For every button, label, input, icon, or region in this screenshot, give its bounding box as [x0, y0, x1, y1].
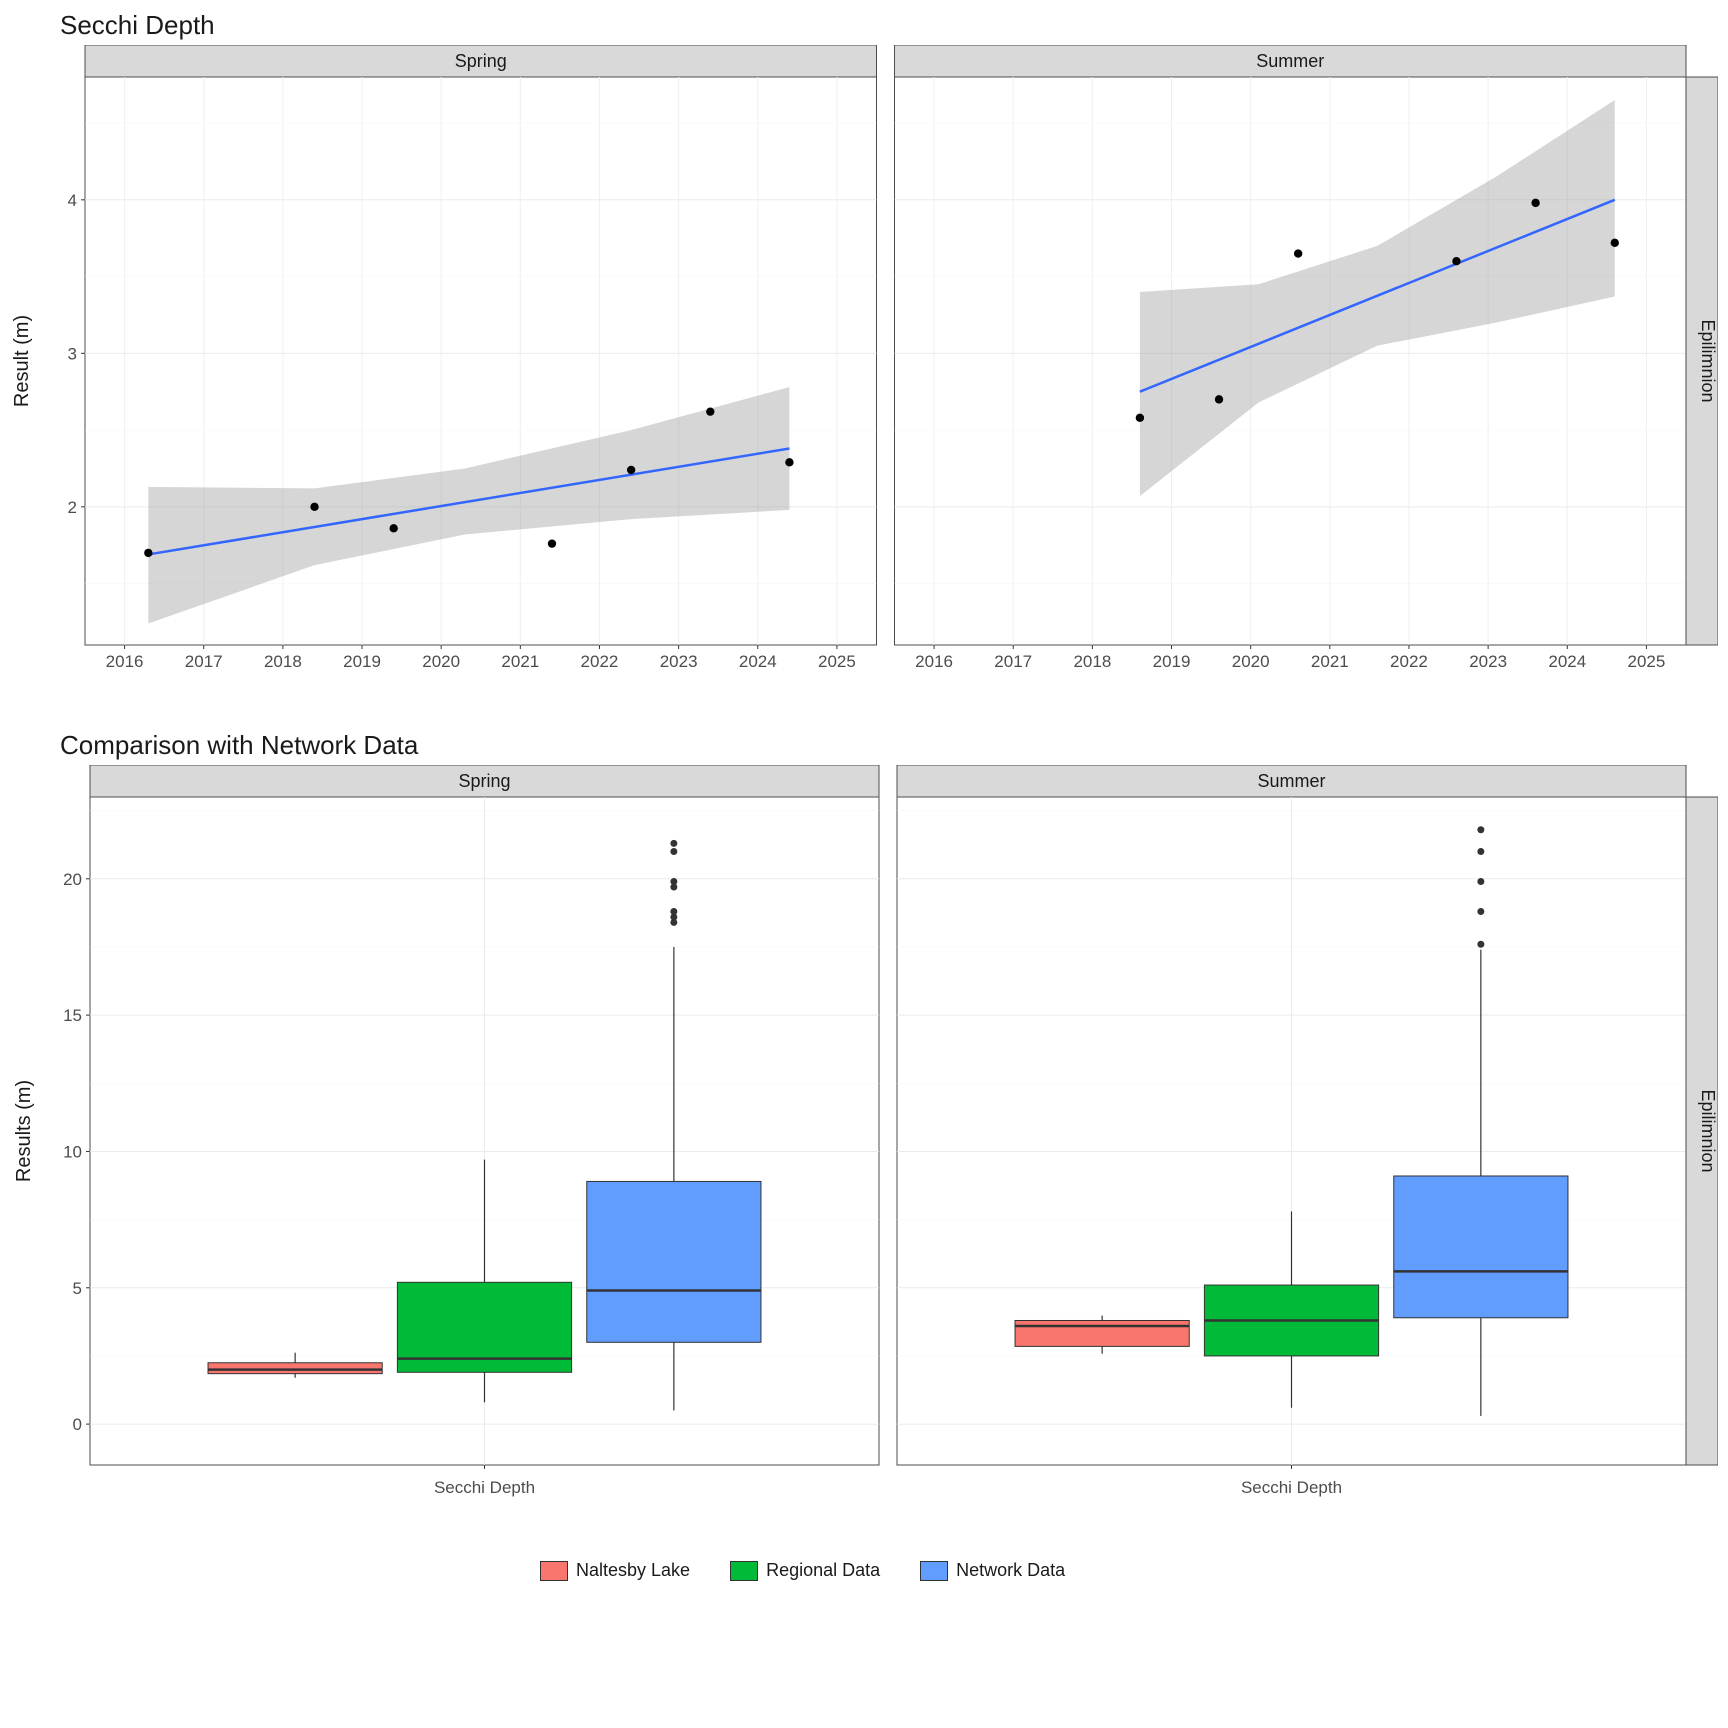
- legend-swatch: [920, 1561, 948, 1581]
- outlier-point: [1477, 878, 1484, 885]
- x-category-label: Secchi Depth: [1241, 1478, 1342, 1497]
- x-tick-label: 2016: [915, 652, 953, 671]
- legend-item-naltesby-lake: Naltesby Lake: [540, 1560, 690, 1581]
- x-tick-label: 2021: [501, 652, 539, 671]
- outlier-point: [1477, 941, 1484, 948]
- x-tick-label: 2019: [343, 652, 381, 671]
- x-tick-label: 2021: [1311, 652, 1349, 671]
- legend-swatch: [730, 1561, 758, 1581]
- y-axis-title: Result (m): [11, 315, 33, 407]
- x-tick-label: 2024: [1548, 652, 1586, 671]
- x-tick-label: 2020: [1232, 652, 1270, 671]
- bottom-chart-title: Comparison with Network Data: [60, 730, 418, 761]
- y-tick-label: 3: [68, 344, 77, 363]
- data-point: [1531, 199, 1539, 207]
- data-point: [1215, 395, 1223, 403]
- outlier-point: [1477, 848, 1484, 855]
- data-point: [310, 503, 318, 511]
- outlier-point: [670, 908, 677, 915]
- legend-item-regional-data: Regional Data: [730, 1560, 880, 1581]
- x-tick-label: 2018: [1073, 652, 1111, 671]
- box-naltesby-lake: [1015, 1320, 1189, 1346]
- x-tick-label: 2025: [818, 652, 856, 671]
- x-tick-label: 2020: [422, 652, 460, 671]
- y-tick-label: 4: [68, 191, 77, 210]
- x-tick-label: 2023: [660, 652, 698, 671]
- data-point: [1452, 257, 1460, 265]
- panel-header: Spring: [455, 51, 507, 71]
- top-chart: Result (m) 2 3 4 Spring 2016 2017 2018 2019 2020 2…: [10, 45, 1718, 690]
- data-point: [785, 458, 793, 466]
- outlier-point: [670, 840, 677, 847]
- outlier-point: [670, 848, 677, 855]
- data-point: [627, 466, 635, 474]
- panel-header: Summer: [1257, 771, 1325, 791]
- data-point: [389, 524, 397, 532]
- right-strip-label: Epilimnion: [1698, 319, 1718, 402]
- y-axis-title: Results (m): [13, 1080, 35, 1182]
- legend-swatch: [540, 1561, 568, 1581]
- x-tick-label: 2019: [1153, 652, 1191, 671]
- x-tick-label: 2018: [264, 652, 302, 671]
- legend: Naltesby Lake Regional Data Network Data: [540, 1560, 1065, 1581]
- panel-header: Summer: [1256, 51, 1324, 71]
- legend-label: Network Data: [956, 1560, 1065, 1581]
- right-strip-label: Epilimnion: [1698, 1089, 1718, 1172]
- bottom-chart: Results (m) 0 5 10 15 20 Spring Secchi Depth Sum…: [10, 765, 1718, 1525]
- legend-label: Naltesby Lake: [576, 1560, 690, 1581]
- data-point: [706, 407, 714, 415]
- data-point: [1294, 249, 1302, 257]
- outlier-point: [670, 878, 677, 885]
- x-category-label: Secchi Depth: [434, 1478, 535, 1497]
- outlier-point: [1477, 826, 1484, 833]
- y-tick-label: 15: [63, 1006, 82, 1025]
- box-network-data: [587, 1181, 761, 1342]
- box-network-data: [1394, 1176, 1568, 1318]
- panel-header: Spring: [458, 771, 510, 791]
- y-tick-label: 5: [73, 1279, 82, 1298]
- x-tick-label: 2016: [106, 652, 144, 671]
- x-tick-label: 2023: [1469, 652, 1507, 671]
- x-tick-label: 2022: [1390, 652, 1428, 671]
- top-chart-title: Secchi Depth: [60, 10, 215, 41]
- y-tick-label: 10: [63, 1142, 82, 1161]
- x-tick-label: 2024: [739, 652, 777, 671]
- x-tick-label: 2017: [185, 652, 223, 671]
- x-tick-label: 2022: [581, 652, 619, 671]
- data-point: [1136, 414, 1144, 422]
- legend-label: Regional Data: [766, 1560, 880, 1581]
- data-point: [548, 539, 556, 547]
- data-point: [1611, 239, 1619, 247]
- page-root: Secchi Depth Result (m) 2 3 4 Spring 2016 2017…: [0, 0, 1728, 1728]
- data-point: [144, 549, 152, 557]
- outlier-point: [1477, 908, 1484, 915]
- y-tick-label: 0: [73, 1415, 82, 1434]
- x-tick-label: 2025: [1628, 652, 1666, 671]
- legend-item-network-data: Network Data: [920, 1560, 1065, 1581]
- x-tick-label: 2017: [994, 652, 1032, 671]
- y-tick-label: 20: [63, 870, 82, 889]
- box-naltesby-lake: [208, 1363, 382, 1374]
- y-tick-label: 2: [68, 498, 77, 517]
